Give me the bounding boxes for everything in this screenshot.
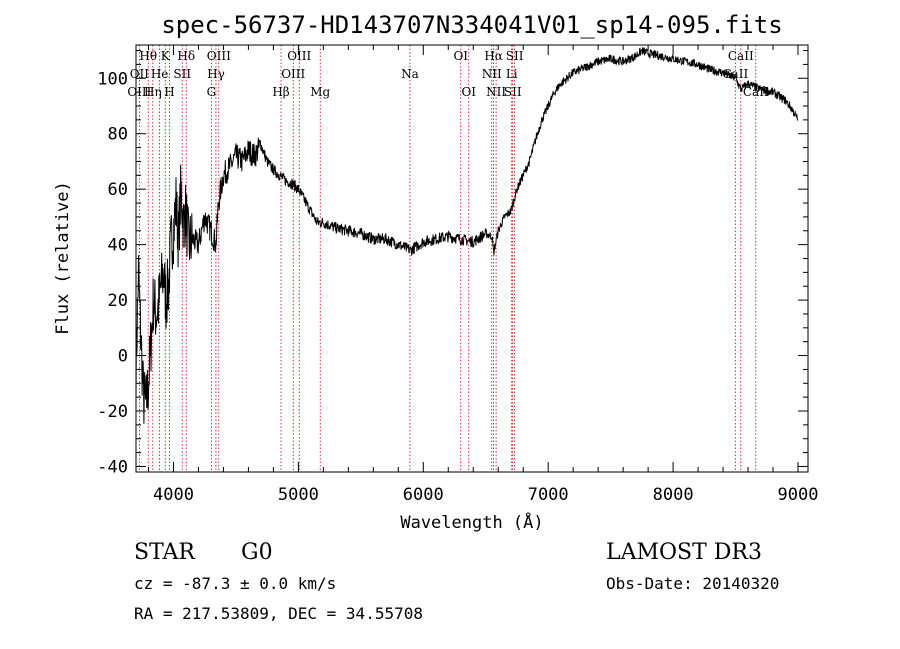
- line-label: Hγ: [207, 67, 225, 81]
- line-label: Hβ: [272, 85, 289, 99]
- line-label: OIII: [281, 67, 305, 81]
- object-class: STAR: [134, 540, 195, 565]
- line-label: NII: [486, 85, 506, 99]
- y-tick-label: 20: [108, 291, 128, 311]
- line-label: He: [151, 67, 169, 81]
- spectrum-line: [135, 47, 799, 424]
- y-tick-label: 80: [108, 125, 128, 145]
- line-label: OI: [461, 85, 476, 99]
- line-label: H: [164, 85, 174, 99]
- line-label: Na: [401, 67, 419, 81]
- spectrum-series: [135, 47, 799, 424]
- line-label: OI: [453, 49, 468, 63]
- y-tick-label: -20: [97, 402, 128, 422]
- line-label: Hδ: [177, 49, 195, 63]
- line-label: SII: [173, 67, 191, 81]
- y-tick-label: 100: [97, 69, 128, 89]
- line-label: SII: [506, 49, 524, 63]
- line-label: OIII: [127, 85, 151, 99]
- obs-date-text: Obs-Date: 20140320: [606, 574, 780, 593]
- plot-frame: [135, 44, 809, 473]
- x-tick-label: 9000: [778, 485, 819, 505]
- x-axis-ticks: 4000 5000 6000 7000 8000 9000: [147, 45, 819, 505]
- y-axis-label: Flux (relative): [53, 181, 73, 335]
- line-label: SII: [504, 85, 522, 99]
- line-label: OIII: [287, 49, 311, 63]
- chart-title: spec-56737-HD143707N334041V01_sp14-095.f…: [161, 11, 782, 39]
- x-axis-label: Wavelength (Å): [400, 511, 543, 533]
- line-label: OIII: [207, 49, 231, 63]
- line-label: CaII: [743, 85, 769, 99]
- y-axis-ticks: -40 -20 0 20 40 60 80 100: [97, 50, 808, 477]
- x-tick-label: 7000: [528, 485, 569, 505]
- survey-label: LAMOST DR3: [606, 540, 762, 565]
- line-markers: [138, 45, 757, 472]
- x-tick-label: 5000: [278, 485, 319, 505]
- line-label: NII: [482, 67, 502, 81]
- x-tick-label: 8000: [653, 485, 694, 505]
- line-label: Mg: [310, 85, 330, 99]
- y-tick-label: 0: [118, 347, 128, 367]
- y-tick-label: 40: [108, 236, 128, 256]
- line-label: Hα: [484, 49, 503, 63]
- y-tick-label: 60: [108, 180, 128, 200]
- line-label: Hθ: [139, 49, 157, 63]
- line-label: CaII: [728, 49, 754, 63]
- line-label: CaII: [722, 67, 748, 81]
- x-tick-label: 6000: [403, 485, 444, 505]
- radec-text: RA = 217.53809, DEC = 34.55708: [134, 604, 423, 623]
- x-tick-label: 4000: [153, 485, 194, 505]
- line-label: Hη: [144, 85, 162, 99]
- line-label: Li: [506, 67, 518, 81]
- y-tick-label: -40: [97, 457, 128, 477]
- redshift-text: cz = -87.3 ± 0.0 km/s: [134, 574, 337, 593]
- object-subclass: G0: [241, 540, 273, 565]
- line-label: OII: [130, 67, 150, 81]
- line-label: K: [161, 49, 171, 63]
- line-label: G: [207, 85, 217, 99]
